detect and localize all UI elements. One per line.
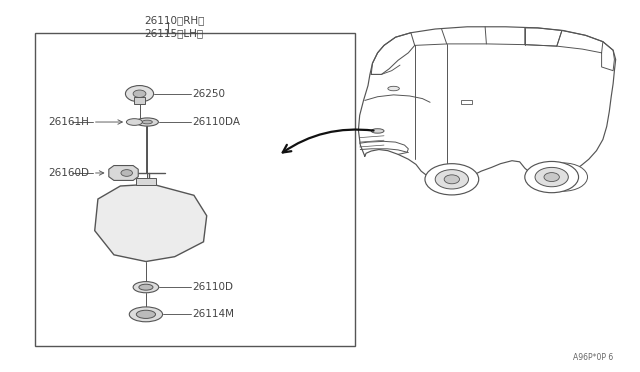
Circle shape — [125, 86, 154, 102]
Text: 26110〈RH〉: 26110〈RH〉 — [144, 16, 204, 25]
Bar — [136, 178, 156, 185]
Ellipse shape — [142, 120, 152, 124]
Text: 26110D: 26110D — [192, 282, 233, 292]
Bar — [35, 33, 355, 346]
Ellipse shape — [133, 282, 159, 293]
Ellipse shape — [136, 310, 156, 318]
Circle shape — [444, 175, 460, 184]
Text: 26161H: 26161H — [48, 117, 89, 127]
Circle shape — [435, 170, 468, 189]
Text: 26110DA: 26110DA — [192, 117, 240, 127]
Circle shape — [133, 90, 146, 97]
Text: 26115〈LH〉: 26115〈LH〉 — [144, 28, 203, 38]
Circle shape — [539, 163, 588, 191]
Circle shape — [535, 167, 568, 187]
Text: 26114M: 26114M — [192, 310, 234, 319]
Ellipse shape — [136, 118, 159, 126]
Circle shape — [121, 170, 132, 176]
Polygon shape — [109, 166, 138, 180]
Polygon shape — [95, 184, 207, 262]
Bar — [461, 100, 472, 104]
Circle shape — [525, 161, 579, 193]
Text: 26160D: 26160D — [48, 168, 89, 178]
Ellipse shape — [127, 119, 143, 125]
Bar — [134, 97, 145, 104]
Text: A96P*0P 6: A96P*0P 6 — [573, 353, 613, 362]
Ellipse shape — [388, 86, 399, 91]
Ellipse shape — [139, 284, 153, 290]
Ellipse shape — [371, 129, 384, 133]
Circle shape — [425, 164, 479, 195]
Text: 26250: 26250 — [192, 89, 225, 99]
Ellipse shape — [129, 307, 163, 322]
Circle shape — [544, 173, 559, 182]
